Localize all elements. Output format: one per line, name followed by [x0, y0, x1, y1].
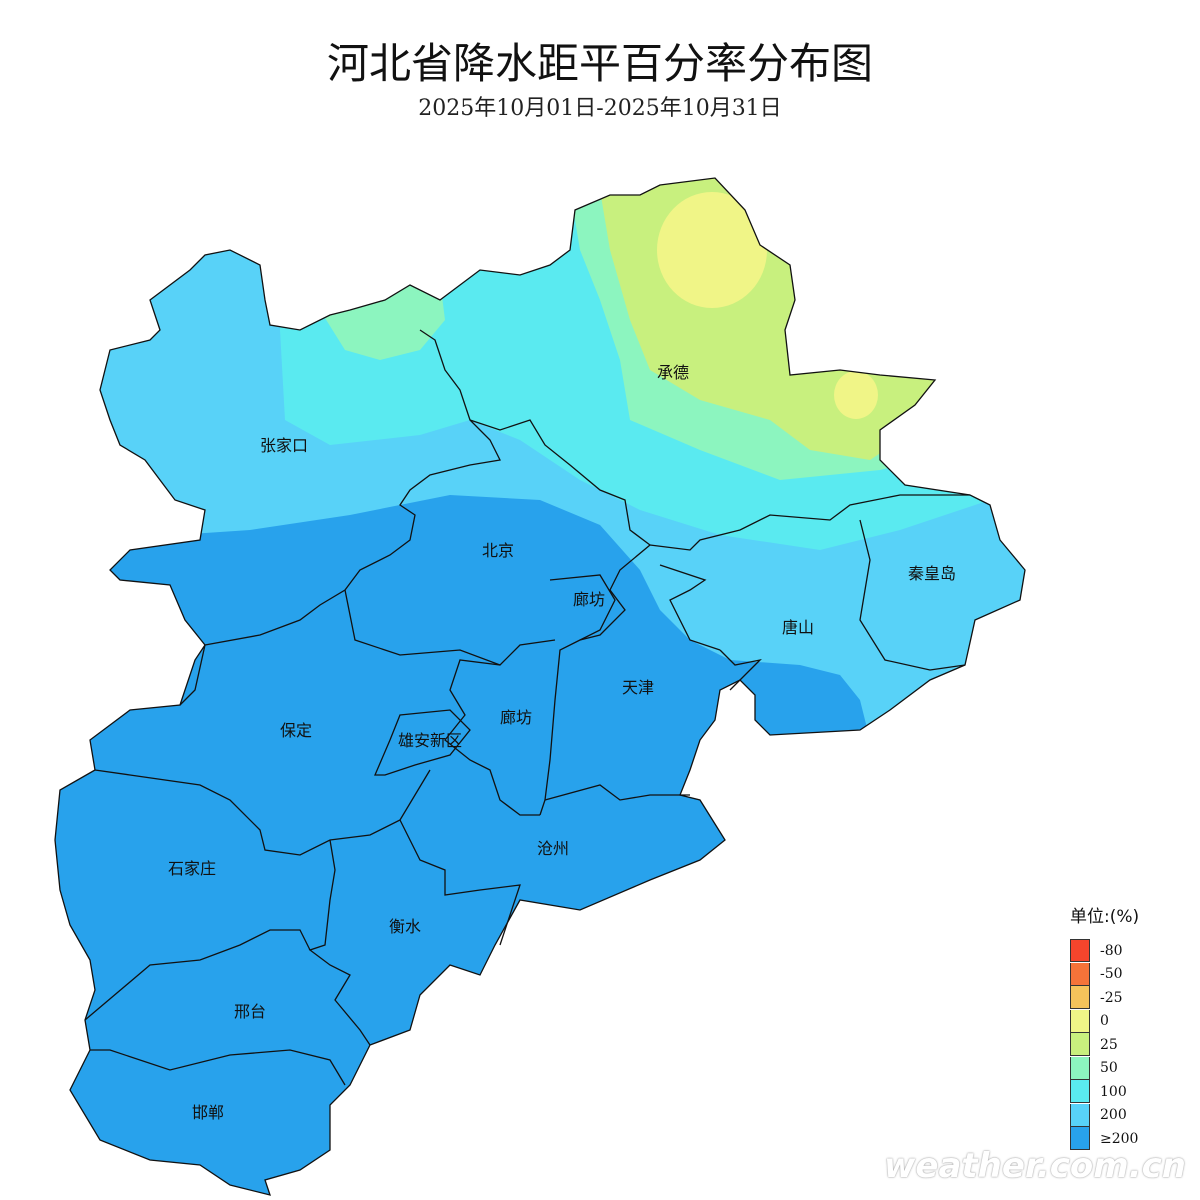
- border-qinhuangdao: [859, 519, 966, 671]
- city-label: 北京: [482, 541, 514, 560]
- legend-label: -25: [1100, 989, 1123, 1006]
- legend-swatch: [1070, 1056, 1090, 1080]
- border-beijing-south: [344, 589, 556, 666]
- legend-item: 50: [1070, 1056, 1139, 1081]
- city-label: 承德: [657, 363, 689, 382]
- legend-item: 200: [1070, 1103, 1139, 1128]
- legend-swatch: [1070, 1080, 1090, 1104]
- border-hengshui-west: [308, 839, 371, 1046]
- city-label: 邢台: [234, 1002, 266, 1021]
- zone-0-east: [834, 371, 878, 419]
- map-subtitle: 2025年10月01日-2025年10月31日: [418, 96, 782, 121]
- border-langfang-south: [444, 659, 540, 816]
- legend-label: 200: [1100, 1107, 1127, 1124]
- legend-label: -50: [1100, 966, 1123, 983]
- border-tianjin-west: [539, 574, 616, 816]
- legend-label: 50: [1100, 1060, 1118, 1077]
- border-baoding-south: [94, 644, 431, 856]
- legend-swatch: [1070, 986, 1090, 1010]
- legend-label: 25: [1100, 1036, 1118, 1053]
- legend-label: 0: [1100, 1013, 1109, 1030]
- city-labels: 张家口 承德 北京 秦皇岛 唐山 廊坊 天津 保定 雄安新区 廊坊 沧州 石家庄…: [168, 363, 956, 1122]
- legend-swatch: [1070, 1127, 1090, 1151]
- border-tangshan-north: [649, 494, 970, 551]
- map-title: 河北省降水距平百分率分布图: [326, 39, 873, 88]
- legend-item: -25: [1070, 986, 1139, 1010]
- legend-item: ≥200: [1070, 1127, 1139, 1151]
- city-label: 廊坊: [573, 590, 605, 609]
- city-label: 邯郸: [192, 1103, 224, 1122]
- legend-label: ≥200: [1100, 1130, 1139, 1147]
- legend-swatch: [1070, 962, 1090, 986]
- city-label: 雄安新区: [398, 731, 462, 750]
- border-shijiazhuang-xingtai: [84, 929, 311, 1021]
- border-tangshan-tianjin: [719, 649, 762, 691]
- city-label: 秦皇岛: [908, 564, 956, 583]
- legend-label: -80: [1100, 942, 1123, 959]
- zone-0-north: [657, 192, 767, 308]
- border-hengshui-cangzhou: [399, 819, 521, 946]
- city-label: 张家口: [260, 436, 308, 455]
- legend: 单位:(%) -80 -50 -25 0 25 50 100 200 ≥200: [1070, 902, 1139, 1151]
- legend-swatch: [1070, 1033, 1090, 1057]
- city-label: 天津: [622, 678, 654, 697]
- border-zhangjiakou: [204, 329, 501, 646]
- city-label: 石家庄: [168, 859, 216, 878]
- city-label: 保定: [280, 721, 312, 740]
- border-xingtai-handan: [90, 1049, 346, 1086]
- legend-item: -80: [1070, 939, 1139, 963]
- legend-label: 100: [1100, 1083, 1127, 1100]
- legend-item: 100: [1070, 1080, 1139, 1104]
- legend-swatch: [1070, 1103, 1090, 1127]
- border-beijing-chengde: [469, 419, 652, 641]
- borders: [54, 177, 1026, 1196]
- legend-item: 0: [1070, 1009, 1139, 1034]
- legend-item: 25: [1070, 1033, 1139, 1057]
- legend-swatch: [1070, 939, 1090, 963]
- legend-swatch: [1070, 1009, 1090, 1033]
- city-label: 沧州: [537, 839, 569, 858]
- border-tianjin-north: [659, 564, 721, 651]
- city-label: 衡水: [389, 917, 421, 936]
- border-xiongan: [374, 709, 471, 776]
- city-label: 唐山: [782, 618, 814, 637]
- border-tianjin-south: [544, 784, 690, 801]
- legend-rows: -80 -50 -25 0 25 50 100 200 ≥200: [1070, 939, 1139, 1151]
- legend-item: -50: [1070, 962, 1139, 987]
- city-label: 廊坊: [500, 708, 532, 727]
- watermark: weather.com.cn: [884, 1146, 1186, 1186]
- legend-title: 单位:(%): [1070, 907, 1140, 927]
